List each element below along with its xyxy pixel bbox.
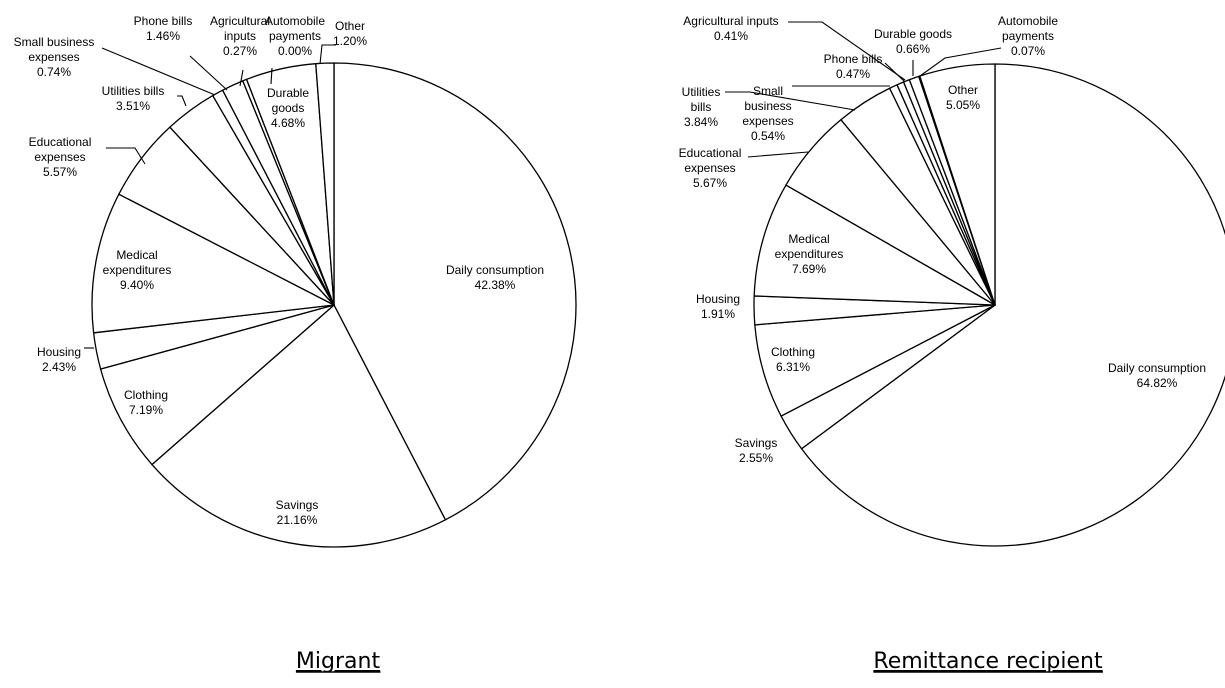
slice-label-utilities-bills: Utilities bills 3.84% (682, 85, 721, 129)
leader-line-automobile-payments (919, 47, 1002, 77)
leader-line-other (319, 44, 336, 65)
leader-line-utilities-bills (177, 95, 187, 107)
pie-slice-other (919, 63, 996, 306)
leader-line-utilities-bills (725, 91, 856, 111)
slice-label-daily-consumption: Daily consumption 64.82% (1108, 361, 1206, 390)
slice-label-utilities-bills: Utilities bills 3.51% (102, 84, 165, 113)
leader-line-phone-bills (189, 55, 228, 91)
slice-label-savings: Savings 2.55% (735, 436, 778, 465)
slice-label-educational-expenses: Educational expenses 5.67% (679, 146, 742, 190)
pie-slice-daily-consumption (333, 62, 577, 521)
slice-label-agricultural-inputs: Agricultural inputs 0.27% (210, 14, 270, 58)
slice-label-housing: Housing 1.91% (696, 292, 740, 321)
pie-chart-remittance-recipient: Daily consumption 64.82% Savings 2.55% Cloth… (679, 14, 1225, 547)
pie-slice-daily-consumption (800, 63, 1225, 547)
pie-slice-savings (151, 304, 447, 548)
pie-chart-migrant: Daily consumption 42.38% Savings 21.16% Clot… (14, 14, 577, 548)
slice-label-small-business-expenses: Small business expenses 0.74% (14, 35, 95, 79)
slice-label-durable-goods: Durable goods 0.66% (874, 27, 952, 56)
slice-label-savings: Savings 21.16% (276, 498, 319, 527)
slice-label-clothing: Clothing 7.19% (124, 388, 168, 417)
slice-label-durable-goods: Durable goods 4.68% (267, 86, 309, 130)
pie-slice-medical-expenditures (91, 193, 335, 334)
leader-line-small-business-expenses (101, 47, 216, 96)
slice-label-other: Other 5.05% (946, 83, 980, 112)
slice-label-phone-bills: Phone bills 0.47% (824, 52, 883, 81)
slice-label-daily-consumption: Daily consumption 42.38% (446, 263, 544, 292)
slice-label-housing: Housing 2.43% (37, 345, 81, 374)
pie-slice-other (315, 62, 335, 306)
slice-label-small-business-expenses: Small business expenses 0.54% (742, 84, 793, 143)
slice-label-automobile-payments: Automobile payments 0.00% (265, 14, 325, 58)
leader-line-agricultural-inputs (239, 69, 244, 87)
slice-label-medical-expenditures: Medical expenditures 9.40% (103, 248, 172, 292)
slice-label-other: Other 1.20% (333, 19, 367, 48)
chart-caption-remittance-recipient: Remittance recipient (873, 649, 1103, 674)
leader-line-automobile-payments (270, 67, 273, 85)
leader-line-educational-expenses (747, 151, 809, 158)
chart-caption-migrant: Migrant (296, 649, 381, 674)
slice-label-clothing: Clothing 6.31% (771, 345, 815, 374)
slice-label-automobile-payments: Automobile payments 0.07% (998, 14, 1058, 58)
slice-label-medical-expenditures: Medical expenditures 7.69% (775, 232, 844, 276)
pie-slice-medical-expenditures (753, 184, 996, 306)
leader-line-agricultural-inputs (788, 21, 906, 81)
leader-line-educational-expenses (106, 147, 146, 165)
slice-label-phone-bills: Phone bills 1.46% (134, 14, 193, 43)
slice-label-educational-expenses: Educational expenses 5.57% (29, 135, 92, 179)
slice-label-agricultural-inputs: Agricultural inputs 0.41% (683, 14, 778, 43)
pie-slice-clothing (99, 304, 335, 466)
